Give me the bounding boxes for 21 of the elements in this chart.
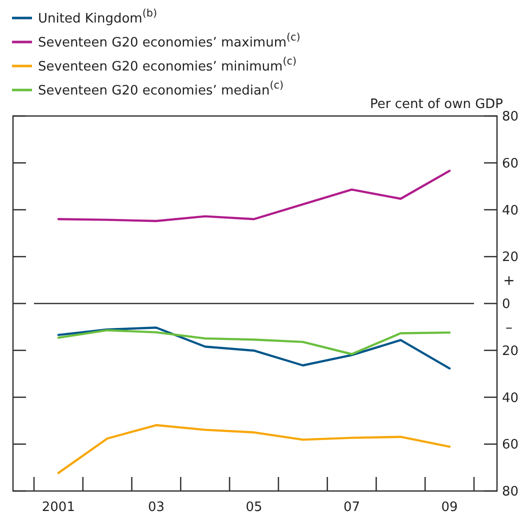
legend-label: Seventeen G20 economies’ maximum$^{(c)}$ xyxy=(38,32,300,51)
y-tick-label: 80 xyxy=(502,110,519,125)
y-tick-label: 60 xyxy=(502,438,519,453)
legend-label: United Kingdom$^{(b)}$ xyxy=(38,8,158,27)
y-axis-title: Per cent of own GDP xyxy=(370,97,504,112)
x-tick-label: 03 xyxy=(148,500,164,514)
x-tick-label: 07 xyxy=(344,500,360,514)
y-tick-label: 60 xyxy=(502,156,519,172)
x-tick-label: 2001 xyxy=(42,500,75,514)
legend-label: Seventeen G20 economies’ minimum$^{(c)}$ xyxy=(38,56,297,75)
x-tick-label: 05 xyxy=(246,500,262,514)
legend-label: Seventeen G20 economies’ median$^{(c)}$ xyxy=(38,80,284,99)
y-tick-label: 20 xyxy=(502,250,519,266)
y-tick-label: 40 xyxy=(502,390,519,406)
y-tick-label: 20 xyxy=(502,344,519,359)
y-tick-label: 0 xyxy=(502,297,510,312)
y-tick-label: 40 xyxy=(502,203,519,218)
y-tick-label: 80 xyxy=(502,484,519,500)
text: + xyxy=(503,272,515,289)
text: – xyxy=(506,320,512,336)
x-tick-label: 09 xyxy=(441,500,458,514)
